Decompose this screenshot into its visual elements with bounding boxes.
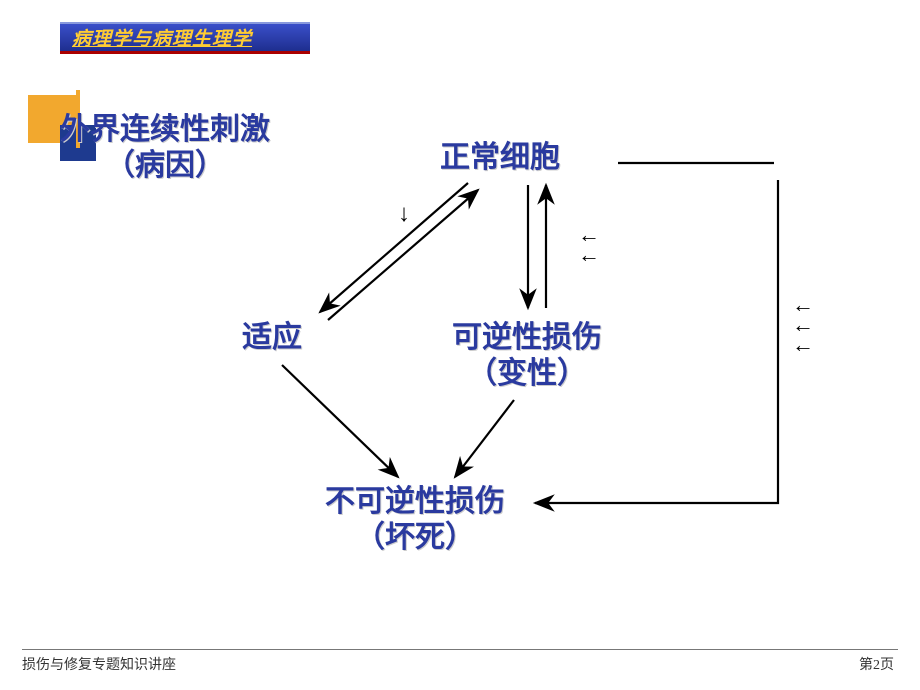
node-stimulus-l1: 外界连续性刺激: [60, 112, 270, 148]
node-irreversible-l2: （坏死）: [325, 520, 505, 556]
footer-right: 第2页: [859, 654, 894, 674]
left-arrows-1: ←←: [578, 225, 600, 265]
node-adapt-text: 适应: [242, 321, 302, 354]
node-reversible-l1: 可逆性损伤: [452, 320, 602, 356]
left-arrows-2: ←←←: [792, 295, 814, 354]
node-stimulus-l2: （病因）: [60, 148, 270, 184]
node-irreversible: 不可逆性损伤 （坏死）: [325, 484, 505, 556]
node-normal: 正常细胞: [440, 140, 560, 176]
node-adapt: 适应: [242, 320, 302, 356]
node-stimulus: 外界连续性刺激 （病因）: [60, 112, 270, 184]
down-arrow-glyph: ↓: [398, 200, 410, 228]
node-reversible-l2: （变性）: [452, 356, 602, 392]
footer-rule: [22, 649, 898, 650]
node-normal-text: 正常细胞: [440, 141, 560, 174]
node-irreversible-l1: 不可逆性损伤: [325, 484, 505, 520]
header-title: 病理学与病理生理学: [72, 24, 252, 51]
header-bar: 病理学与病理生理学: [60, 22, 310, 54]
node-reversible: 可逆性损伤 （变性）: [452, 320, 602, 392]
footer-left: 损伤与修复专题知识讲座: [22, 654, 176, 674]
